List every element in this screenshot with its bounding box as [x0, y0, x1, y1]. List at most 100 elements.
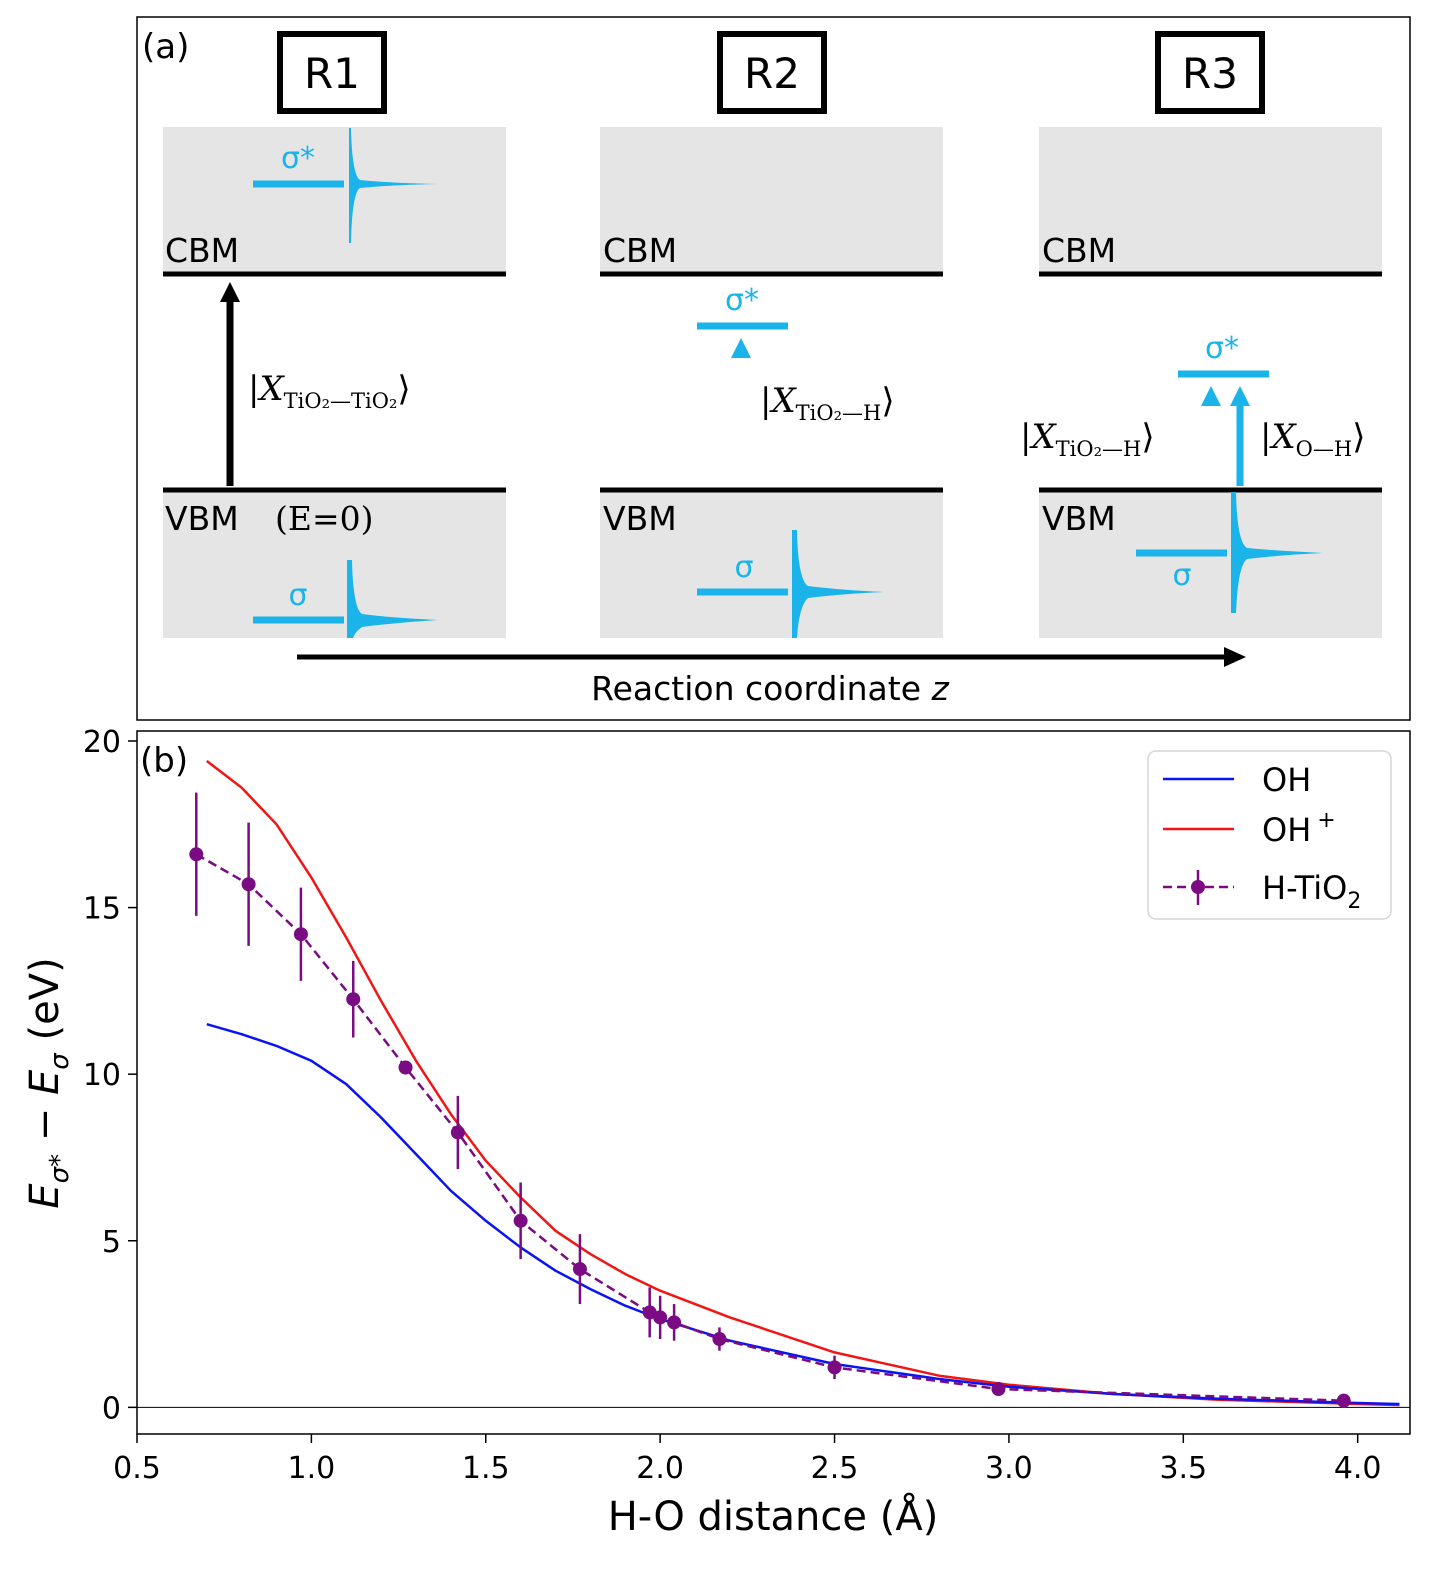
ylabel-sub2: σ — [45, 1052, 75, 1070]
panel-a-label: (a) — [142, 27, 189, 67]
data-point — [513, 1213, 528, 1228]
ket-subscript: TiO₂—H — [796, 401, 882, 425]
cbm-label: CBM — [1042, 231, 1116, 270]
vbm-label: VBM — [603, 499, 677, 538]
ket-open: |X — [1020, 417, 1057, 457]
data-point — [346, 992, 361, 1007]
exciton-label-o-h: |XO—H⟩ — [1260, 417, 1365, 461]
y-tick-label: 15 — [83, 892, 121, 927]
legend-htio2-sub: 2 — [1347, 889, 1361, 914]
ket-subscript: TiO₂—TiO₂ — [284, 389, 398, 413]
x-tick-label: 0.5 — [113, 1451, 161, 1486]
exciton-label: |XTiO₂—H⟩ — [760, 381, 895, 425]
regime-title-box — [277, 31, 387, 114]
cbm-label: CBM — [165, 231, 239, 270]
panel-b-label: (b) — [140, 741, 188, 781]
x-axis-label: H-O distance (Å) — [608, 1492, 939, 1540]
regime-title-box — [1155, 31, 1265, 114]
legend: OH OH + H-TiO2 — [1147, 750, 1392, 920]
y-tick-label: 0 — [102, 1391, 121, 1426]
sigma-star-label: σ* — [1205, 331, 1239, 366]
legend-label-oh: OH — [1262, 761, 1311, 799]
valence-band — [163, 490, 506, 638]
exciton-label: |XTiO₂—TiO₂⟩ — [248, 369, 411, 413]
data-point — [712, 1332, 727, 1347]
plot-frame — [136, 730, 1411, 1435]
exciton-arrow-head-tio2-h — [1201, 386, 1221, 406]
x-tick-label: 4.0 — [1334, 1451, 1382, 1486]
ket-close: ⟩ — [1141, 417, 1154, 457]
reaction-axis-text: Reaction coordinate — [591, 669, 921, 708]
ket-open: |X — [760, 381, 797, 421]
y-tick-label: 10 — [83, 1058, 121, 1093]
regime-title: R2 — [744, 49, 800, 98]
series-line-h-tio2 — [195, 853, 1344, 1402]
data-point — [293, 927, 308, 942]
ket-subscript: O—H — [1296, 437, 1353, 461]
ket-close: ⟩ — [881, 381, 894, 421]
panel-a: (a) R1 CBM VBM (E=0) σ* σ |XTiO₂—TiO₂⟩ — [136, 16, 1411, 721]
y-axis-label: Eσ* − Eσ (eV) — [22, 957, 75, 1208]
data-point — [991, 1382, 1006, 1397]
reaction-arrow-head — [1224, 647, 1246, 667]
ylabel-unit: (eV) — [22, 957, 68, 1053]
sigma-label: σ — [734, 550, 753, 585]
x-tick-label: 3.0 — [985, 1451, 1033, 1486]
sigma-star-peak — [349, 128, 438, 243]
legend-htio2-base: H-TiO — [1262, 869, 1347, 907]
ket-open: |X — [248, 369, 285, 409]
data-point — [398, 1060, 413, 1075]
x-tick-label: 1.5 — [462, 1451, 510, 1486]
data-point — [189, 847, 204, 862]
x-tick-label: 2.0 — [636, 1451, 684, 1486]
series-line-oh — [206, 1022, 1400, 1406]
regime-title-box — [717, 31, 827, 114]
x-tick-label: 3.5 — [1159, 1451, 1207, 1486]
reaction-axis-label: Reaction coordinate z — [591, 669, 949, 708]
panel-b: 0.5 1.0 1.5 2.0 2.5 3.0 3.5 4.0 0 5 10 15 20 (b) H-… — [22, 725, 1411, 1540]
data-point — [572, 1262, 587, 1277]
sigma-star-label: σ* — [281, 141, 315, 176]
y-tick-label: 5 — [102, 1225, 121, 1260]
ket-open: |X — [1260, 417, 1297, 457]
exciton-label-tio2-h: |XTiO₂—H⟩ — [1020, 417, 1155, 461]
ket-subscript: TiO₂—H — [1056, 437, 1142, 461]
conduction-band — [1039, 127, 1382, 274]
sigma-peak — [1231, 492, 1323, 613]
legend-label-htio2: H-TiO2 — [1262, 869, 1361, 914]
data-point — [241, 877, 256, 892]
vbm-label: VBM — [165, 499, 239, 538]
valence-band — [1039, 490, 1382, 638]
exciton-arrow-head-o-h — [1230, 386, 1250, 406]
regime-r1: R1 CBM VBM (E=0) σ* σ |XTiO₂—TiO₂⟩ — [163, 31, 506, 638]
sigma-label: σ — [1172, 558, 1191, 593]
vbm-label: VBM — [1042, 499, 1116, 538]
data-point — [667, 1315, 682, 1330]
y-axis-ticks: 0 5 10 15 20 — [83, 725, 137, 1426]
x-tick-label: 2.5 — [811, 1451, 859, 1486]
ylabel-e1: E — [22, 1183, 68, 1209]
valence-band — [600, 490, 943, 638]
regime-r2: R2 CBM VBM σ* σ |XTiO₂—H⟩ — [600, 31, 943, 638]
panel-a-frame — [136, 16, 1411, 721]
data-point — [450, 1125, 465, 1140]
exciton-arrow-head — [220, 282, 240, 302]
sigma-label: σ — [288, 578, 307, 613]
regime-title: R3 — [1182, 49, 1238, 98]
regime-title: R1 — [304, 49, 360, 98]
legend-oh-plus-base: OH — [1262, 811, 1311, 849]
data-point — [827, 1360, 842, 1375]
ket-close: ⟩ — [1352, 417, 1365, 457]
series-group — [189, 760, 1400, 1408]
data-point — [653, 1310, 668, 1325]
legend-swatch-htio2-marker — [1191, 880, 1205, 894]
reaction-axis-var: z — [931, 669, 950, 708]
y-tick-label: 20 — [83, 725, 121, 760]
legend-label-oh-plus: OH + — [1262, 808, 1336, 849]
legend-box — [1147, 750, 1392, 920]
sigma-star-label: σ* — [725, 283, 759, 318]
ylabel-sub1: σ* — [45, 1154, 75, 1183]
sigma-peak — [347, 560, 438, 638]
x-axis-ticks: 0.5 1.0 1.5 2.0 2.5 3.0 3.5 4.0 — [113, 1434, 1382, 1486]
